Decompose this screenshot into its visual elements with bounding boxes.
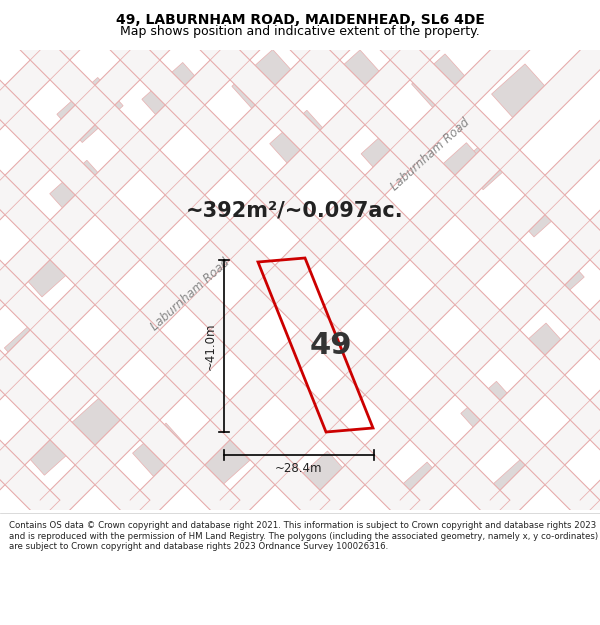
Polygon shape bbox=[0, 0, 570, 520]
Polygon shape bbox=[512, 323, 568, 377]
Polygon shape bbox=[512, 183, 568, 237]
Polygon shape bbox=[491, 64, 548, 120]
Polygon shape bbox=[220, 0, 600, 520]
Polygon shape bbox=[0, 0, 390, 520]
Polygon shape bbox=[0, 0, 60, 520]
Polygon shape bbox=[460, 130, 520, 190]
Polygon shape bbox=[232, 49, 298, 114]
Polygon shape bbox=[0, 0, 600, 520]
Polygon shape bbox=[490, 0, 600, 520]
Polygon shape bbox=[400, 0, 600, 520]
Polygon shape bbox=[461, 381, 519, 439]
Text: Laburnham Road: Laburnham Road bbox=[148, 256, 232, 334]
Polygon shape bbox=[0, 0, 420, 520]
Polygon shape bbox=[0, 0, 300, 520]
Text: 49: 49 bbox=[309, 331, 352, 359]
Polygon shape bbox=[133, 423, 187, 477]
Polygon shape bbox=[580, 0, 600, 520]
Text: Contains OS data © Crown copyright and database right 2021. This information is : Contains OS data © Crown copyright and d… bbox=[9, 521, 598, 551]
Polygon shape bbox=[142, 62, 208, 127]
Polygon shape bbox=[190, 436, 250, 494]
Polygon shape bbox=[25, 425, 76, 475]
Polygon shape bbox=[432, 142, 488, 198]
Polygon shape bbox=[20, 243, 76, 297]
Polygon shape bbox=[0, 0, 510, 520]
Polygon shape bbox=[361, 122, 419, 178]
Polygon shape bbox=[4, 320, 56, 370]
Polygon shape bbox=[493, 454, 547, 506]
Text: Laburnham Road: Laburnham Road bbox=[388, 116, 472, 194]
Polygon shape bbox=[50, 160, 110, 220]
Polygon shape bbox=[71, 391, 129, 449]
Polygon shape bbox=[57, 78, 123, 142]
Polygon shape bbox=[0, 0, 210, 520]
Polygon shape bbox=[270, 110, 330, 170]
Text: Map shows position and indicative extent of the property.: Map shows position and indicative extent… bbox=[120, 24, 480, 38]
Polygon shape bbox=[536, 256, 584, 304]
Polygon shape bbox=[310, 0, 600, 520]
Polygon shape bbox=[0, 0, 240, 520]
Polygon shape bbox=[160, 0, 600, 520]
Polygon shape bbox=[0, 0, 330, 520]
Polygon shape bbox=[0, 0, 150, 520]
Polygon shape bbox=[412, 54, 469, 110]
Polygon shape bbox=[130, 0, 600, 520]
Polygon shape bbox=[326, 50, 383, 106]
Polygon shape bbox=[40, 0, 600, 520]
Polygon shape bbox=[391, 462, 449, 518]
Text: ~28.4m: ~28.4m bbox=[275, 462, 323, 476]
Text: ~41.0m: ~41.0m bbox=[203, 322, 217, 370]
Polygon shape bbox=[0, 0, 480, 520]
Text: ~392m²/~0.097ac.: ~392m²/~0.097ac. bbox=[186, 200, 404, 220]
Text: 49, LABURNHAM ROAD, MAIDENHEAD, SL6 4DE: 49, LABURNHAM ROAD, MAIDENHEAD, SL6 4DE bbox=[116, 12, 484, 26]
Polygon shape bbox=[70, 0, 600, 520]
Polygon shape bbox=[290, 451, 350, 509]
Polygon shape bbox=[250, 0, 600, 520]
